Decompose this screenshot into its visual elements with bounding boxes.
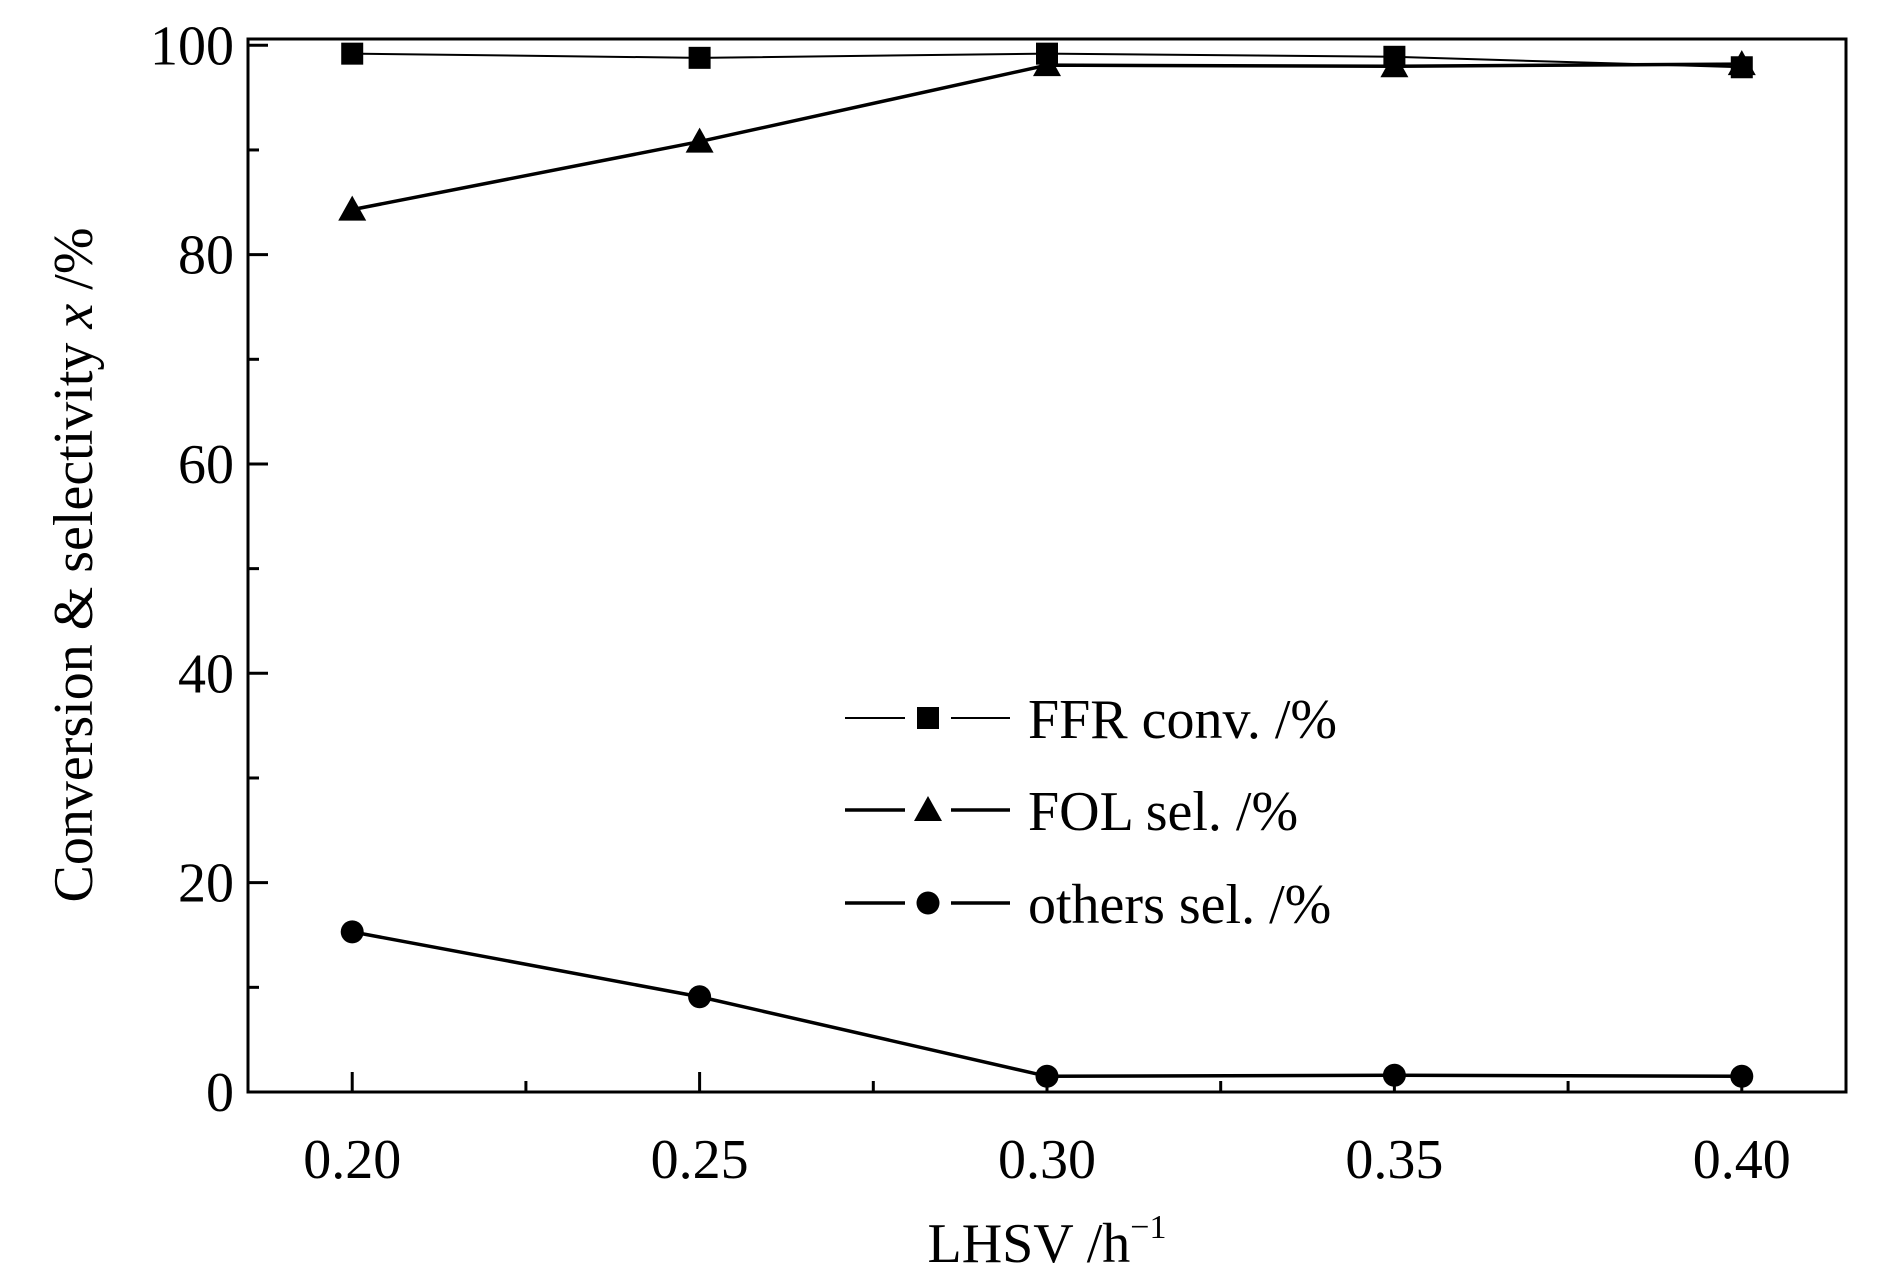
data-point: [1730, 1064, 1754, 1088]
data-point: [1033, 51, 1061, 77]
legend-marker: [916, 891, 940, 915]
data-point: [1035, 1064, 1059, 1088]
series-line: [351, 930, 1742, 1079]
x-axis-label: LHSV /h−1: [928, 1209, 1167, 1275]
data-point: [1382, 1063, 1406, 1087]
y-tick-label: 40: [178, 643, 234, 705]
y-tick-label: 20: [178, 853, 234, 915]
x-tick-label: 0.30: [998, 1129, 1096, 1191]
legend-label: FOL sel. /%: [1028, 781, 1298, 843]
data-point: [1380, 52, 1409, 78]
y-tick-label: 100: [150, 15, 234, 77]
legend-item: FFR conv. /%: [845, 689, 1337, 751]
x-tick-label: 0.20: [303, 1129, 401, 1191]
x-tick-label: 0.40: [1693, 1129, 1791, 1191]
data-point: [688, 46, 711, 69]
data-point: [340, 920, 364, 944]
x-tick-label: 0.25: [651, 1129, 749, 1191]
data-point: [338, 195, 367, 221]
data-point: [685, 127, 714, 153]
legend-label: others sel. /%: [1028, 874, 1331, 936]
data-point: [341, 42, 364, 65]
legend-label: FFR conv. /%: [1028, 689, 1337, 751]
legend-item: FOL sel. /%: [845, 781, 1298, 843]
series-line: [351, 62, 1742, 212]
legend-marker: [914, 796, 942, 821]
y-tick-label: 0: [206, 1062, 234, 1124]
series-triangle: [338, 50, 1756, 221]
data-point: [688, 985, 712, 1009]
y-tick-label: 60: [178, 434, 234, 496]
data-point: [1727, 50, 1756, 76]
x-tick-label: 0.35: [1345, 1129, 1443, 1191]
legend-item: others sel. /%: [845, 874, 1331, 936]
legend-marker: [917, 707, 939, 729]
series-circle: [340, 920, 1754, 1088]
y-tick-label: 80: [178, 225, 234, 287]
y-axis-label: Conversion & selectivity x /%: [43, 228, 105, 903]
